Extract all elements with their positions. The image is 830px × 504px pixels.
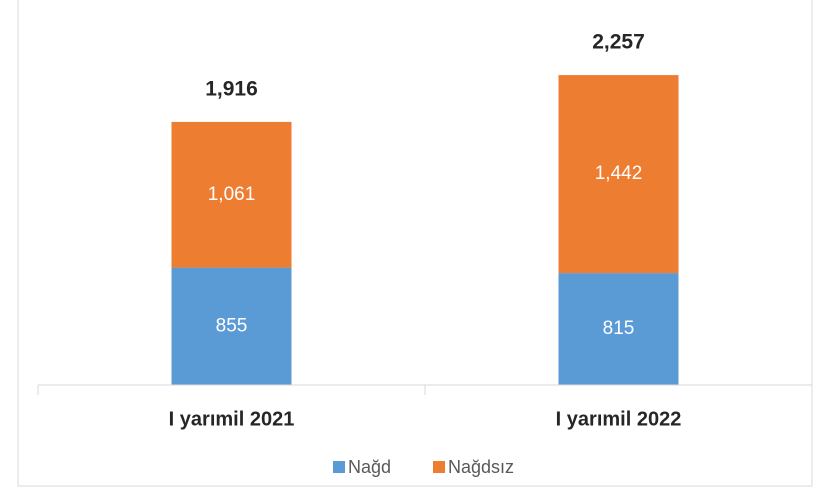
bar-segment [558,75,679,274]
value-label: 855 [216,315,248,336]
x-tick-label: I yarımil 2021 [169,408,295,430]
value-label: 1,442 [595,163,643,184]
total-label: 1,916 [205,77,258,100]
legend-swatch [333,461,345,473]
value-label: 815 [603,318,635,339]
x-tick-label: I yarımil 2022 [556,408,682,430]
total-label: 2,257 [592,31,645,54]
chart-frame [17,0,813,487]
value-label: 1,061 [208,184,256,205]
legend-swatch [433,461,445,473]
legend-label: Nağdsız [448,457,514,477]
bar-segment [171,267,292,385]
legend-label: Nağd [348,457,391,477]
bar-segment [171,121,292,268]
bar-segment [558,273,679,385]
